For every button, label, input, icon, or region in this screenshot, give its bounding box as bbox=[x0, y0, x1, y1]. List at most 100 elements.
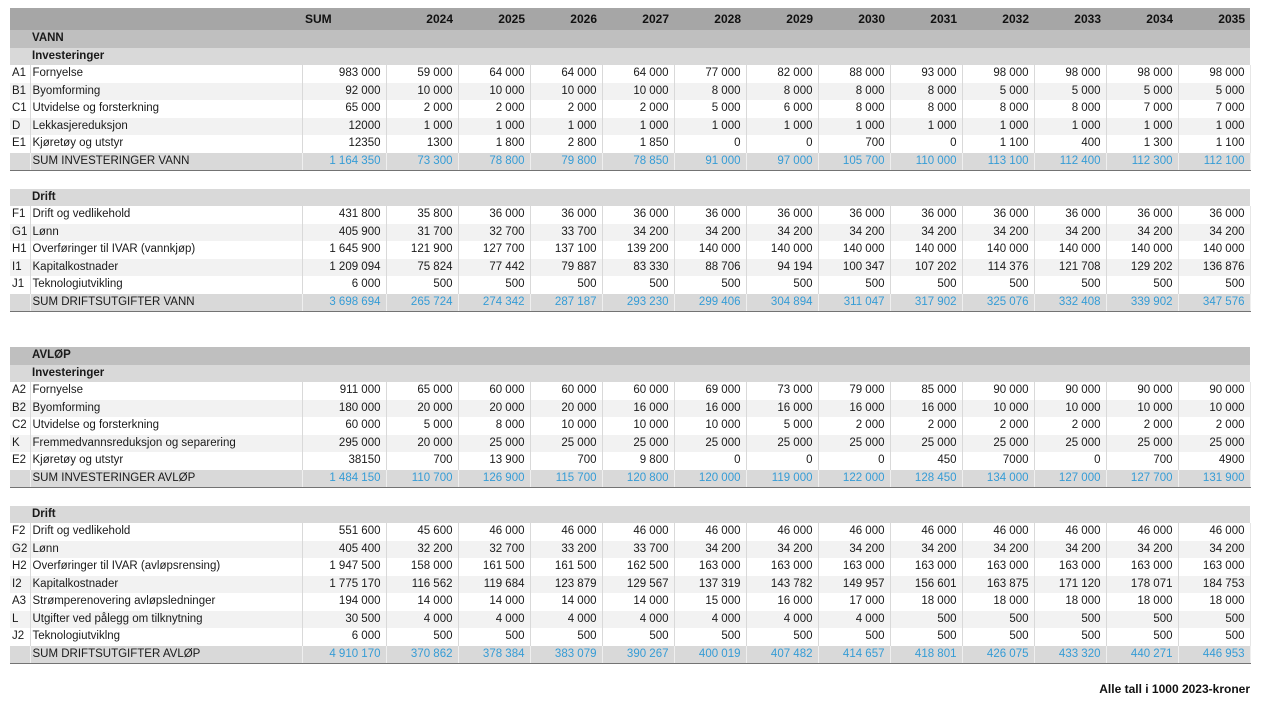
cell-value: 163 000 bbox=[674, 558, 747, 576]
sum-value: 78 800 bbox=[458, 152, 531, 171]
cell-value: 34 200 bbox=[746, 540, 819, 558]
cell-value: 0 bbox=[674, 452, 747, 470]
cell-value: 2 000 bbox=[962, 417, 1035, 435]
empty-cell bbox=[1034, 188, 1106, 206]
cell-value: 32 200 bbox=[386, 540, 459, 558]
empty-cell bbox=[890, 30, 962, 48]
cell-value: 36 000 bbox=[530, 206, 603, 224]
cell-value: 500 bbox=[530, 628, 603, 646]
cell-value: 34 200 bbox=[818, 540, 891, 558]
spacer-cell bbox=[10, 311, 1250, 330]
cell-value: 1 000 bbox=[962, 117, 1035, 135]
cell-value: 1 775 170 bbox=[302, 575, 387, 593]
sum-value: 400 019 bbox=[674, 645, 747, 664]
cell-value: 1 000 bbox=[458, 117, 531, 135]
row-label: Overføringer til IVAR (vannkjøp) bbox=[30, 241, 303, 259]
cell-value: 500 bbox=[962, 610, 1035, 628]
cell-value: 36 000 bbox=[1034, 206, 1107, 224]
cell-value: 1 645 900 bbox=[302, 241, 387, 259]
empty-cell bbox=[1178, 47, 1250, 65]
cell-value: 500 bbox=[1178, 628, 1251, 646]
empty-cell bbox=[746, 347, 818, 365]
cell-value: 116 562 bbox=[386, 575, 459, 593]
cell-value: 45 600 bbox=[386, 523, 459, 541]
cell-value: 405 900 bbox=[302, 223, 387, 241]
spacer-cell bbox=[10, 170, 1250, 189]
sum-value: 446 953 bbox=[1178, 645, 1251, 664]
empty-cell bbox=[1178, 347, 1250, 365]
row-label: Utgifter ved pålegg om tilknytning bbox=[30, 610, 303, 628]
cell-value: 90 000 bbox=[962, 382, 1035, 400]
cell-value: 10 000 bbox=[386, 82, 459, 100]
cell-value: 79 887 bbox=[530, 258, 603, 276]
cell-value: 16 000 bbox=[674, 399, 747, 417]
cell-value: 5 000 bbox=[962, 82, 1035, 100]
cell-value: 85 000 bbox=[890, 382, 963, 400]
cell-value: 14 000 bbox=[530, 593, 603, 611]
row-label: Fremmedvannsreduksjon og separering bbox=[30, 434, 303, 452]
empty-cell bbox=[602, 188, 674, 206]
cell-value: 10 000 bbox=[602, 82, 675, 100]
row-label: Kjøretøy og utstyr bbox=[30, 135, 303, 153]
cell-value: 500 bbox=[1034, 276, 1107, 294]
sum-value: 134 000 bbox=[962, 469, 1035, 488]
empty-cell bbox=[602, 505, 674, 523]
cell-value: 8 000 bbox=[746, 82, 819, 100]
cell-value: 295 000 bbox=[302, 434, 387, 452]
empty-cell bbox=[890, 505, 962, 523]
cell-value: 1 100 bbox=[962, 135, 1035, 153]
row-label: Lekkasjereduksjon bbox=[30, 117, 303, 135]
cell-value: 25 000 bbox=[962, 434, 1035, 452]
cell-value: 136 876 bbox=[1178, 258, 1251, 276]
cell-value: 4 000 bbox=[386, 610, 459, 628]
empty-cell bbox=[818, 188, 890, 206]
data-row: H1 Overføringer til IVAR (vannkjøp) 1 645 … bbox=[10, 241, 1251, 259]
cell-value: 500 bbox=[674, 276, 747, 294]
cell-value: 139 200 bbox=[602, 241, 675, 259]
cell-value: 8 000 bbox=[458, 417, 531, 435]
sum-value: 414 657 bbox=[818, 645, 891, 664]
sum-value: 112 300 bbox=[1106, 152, 1179, 171]
cell-value: 4 000 bbox=[530, 610, 603, 628]
empty-cell bbox=[674, 347, 746, 365]
cell-value: 2 000 bbox=[602, 100, 675, 118]
cell-value: 10 000 bbox=[1034, 399, 1107, 417]
cell-value: 5 000 bbox=[386, 417, 459, 435]
cell-value: 10 000 bbox=[962, 399, 1035, 417]
data-row: E1 Kjøretøy og utstyr 12350 1300 1 800 2 800 1… bbox=[10, 135, 1251, 153]
cell-value: 500 bbox=[890, 628, 963, 646]
cell-value: 1 000 bbox=[1106, 117, 1179, 135]
cell-value: 163 875 bbox=[962, 575, 1035, 593]
cell-value: 34 200 bbox=[962, 223, 1035, 241]
cell-value: 33 200 bbox=[530, 540, 603, 558]
row-code: I2 bbox=[10, 575, 31, 593]
cell-value: 4 000 bbox=[674, 610, 747, 628]
cell-value: 77 000 bbox=[674, 65, 747, 83]
cell-value: 90 000 bbox=[1106, 382, 1179, 400]
row-label: Utvidelse og forsterkning bbox=[30, 417, 303, 435]
cell-value: 700 bbox=[818, 135, 891, 153]
data-row: A3 Strømperenovering avløpsledninger 194 0… bbox=[10, 593, 1251, 611]
data-row: D Lekkasjereduksjon 12000 1 000 1 000 1 000 1 … bbox=[10, 117, 1251, 135]
empty-cell bbox=[1178, 505, 1250, 523]
empty-cell bbox=[962, 347, 1034, 365]
cell-value: 93 000 bbox=[890, 65, 963, 83]
empty-cell bbox=[1106, 188, 1178, 206]
cell-value: 18 000 bbox=[1178, 593, 1251, 611]
cell-value: 162 500 bbox=[602, 558, 675, 576]
empty-cell bbox=[1034, 505, 1106, 523]
row-code: B2 bbox=[10, 399, 31, 417]
cell-value: 18 000 bbox=[1106, 593, 1179, 611]
data-row: A1 Fornyelse 983 000 59 000 64 000 64 000 64 0… bbox=[10, 65, 1251, 83]
cell-value: 64 000 bbox=[602, 65, 675, 83]
cell-value: 163 000 bbox=[962, 558, 1035, 576]
cell-value: 1 100 bbox=[1178, 135, 1251, 153]
sum-value: 383 079 bbox=[530, 645, 603, 664]
subheader-label: Drift bbox=[30, 188, 302, 206]
cell-value: 0 bbox=[674, 135, 747, 153]
cell-value: 25 000 bbox=[1178, 434, 1251, 452]
cell-value: 2 000 bbox=[1106, 417, 1179, 435]
cell-value: 25 000 bbox=[1034, 434, 1107, 452]
cell-value: 5 000 bbox=[1106, 82, 1179, 100]
